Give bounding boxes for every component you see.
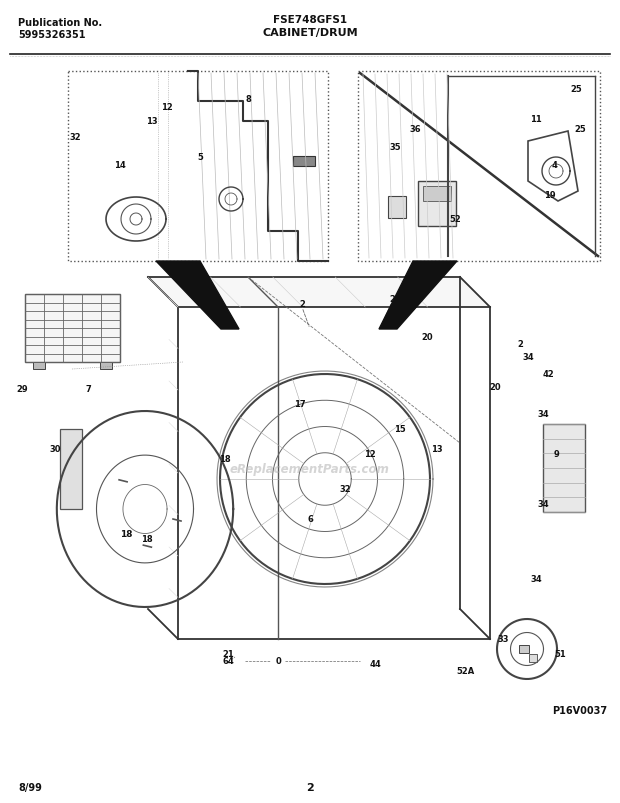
Text: 64: 64 [222, 657, 234, 666]
Bar [358, 72, 600, 262]
Text: 20: 20 [421, 333, 433, 342]
Bar [418, 181, 456, 226]
Text: 25: 25 [570, 85, 582, 95]
Text: 12: 12 [364, 450, 376, 459]
Bar [293, 157, 315, 167]
Text: 32: 32 [69, 133, 81, 142]
Text: 52A: 52A [456, 666, 474, 675]
Text: 13: 13 [431, 445, 443, 454]
Text: 30: 30 [49, 445, 61, 454]
Text: 18: 18 [141, 535, 153, 544]
Text: 20: 20 [489, 383, 501, 392]
Text: 21: 21 [222, 650, 234, 658]
Text: 8: 8 [245, 96, 251, 104]
Bar [68, 72, 328, 262]
Text: 44: 44 [369, 660, 381, 669]
Text: 15: 15 [394, 425, 406, 434]
Text: 8/99: 8/99 [18, 782, 42, 792]
Text: 32: 32 [339, 485, 351, 494]
Text: 18: 18 [120, 530, 133, 539]
Text: 34: 34 [522, 353, 534, 362]
Text: 12: 12 [161, 104, 173, 112]
Text: 2: 2 [306, 782, 314, 792]
Bar [388, 197, 406, 218]
Bar [33, 362, 45, 369]
Text: 42: 42 [542, 370, 554, 379]
Text: 18: 18 [219, 455, 231, 464]
Bar [423, 187, 451, 202]
Text: 14: 14 [114, 161, 126, 169]
Text: 5995326351: 5995326351 [18, 30, 86, 40]
Text: 17: 17 [294, 400, 306, 409]
Text: P16V0037: P16V0037 [552, 705, 607, 715]
Bar [529, 654, 537, 662]
Text: Publication No.: Publication No. [18, 18, 102, 28]
Polygon shape [379, 262, 457, 329]
Polygon shape [148, 278, 490, 308]
Text: FSE748GFS1: FSE748GFS1 [273, 15, 347, 25]
Bar [25, 295, 120, 362]
Text: 36: 36 [409, 125, 421, 134]
Text: 9: 9 [553, 450, 559, 459]
Text: 13: 13 [146, 117, 158, 126]
Text: 2: 2 [299, 300, 305, 309]
Polygon shape [156, 262, 239, 329]
Text: 19: 19 [544, 190, 556, 199]
Text: 33: 33 [497, 634, 509, 644]
Text: 35: 35 [389, 143, 401, 153]
Text: 34: 34 [537, 410, 549, 419]
Text: 6: 6 [307, 515, 313, 524]
Text: 2: 2 [389, 296, 395, 304]
Text: 34: 34 [537, 500, 549, 509]
Bar [519, 645, 529, 653]
Text: 11: 11 [530, 116, 542, 124]
Text: CABINET/DRUM: CABINET/DRUM [262, 28, 358, 38]
Text: 7: 7 [85, 385, 91, 394]
Text: 4: 4 [552, 161, 558, 169]
Text: 34: 34 [530, 575, 542, 584]
Bar [60, 430, 82, 509]
Text: 25: 25 [574, 125, 586, 134]
Text: 52: 52 [449, 215, 461, 224]
Text: 29: 29 [16, 385, 28, 394]
Text: 5: 5 [197, 153, 203, 162]
Bar [100, 362, 112, 369]
Text: eReplacementParts.com: eReplacementParts.com [230, 463, 390, 476]
Bar [543, 425, 585, 512]
Text: 2: 2 [517, 340, 523, 349]
Text: 51: 51 [554, 650, 566, 658]
Text: 0: 0 [275, 657, 281, 666]
